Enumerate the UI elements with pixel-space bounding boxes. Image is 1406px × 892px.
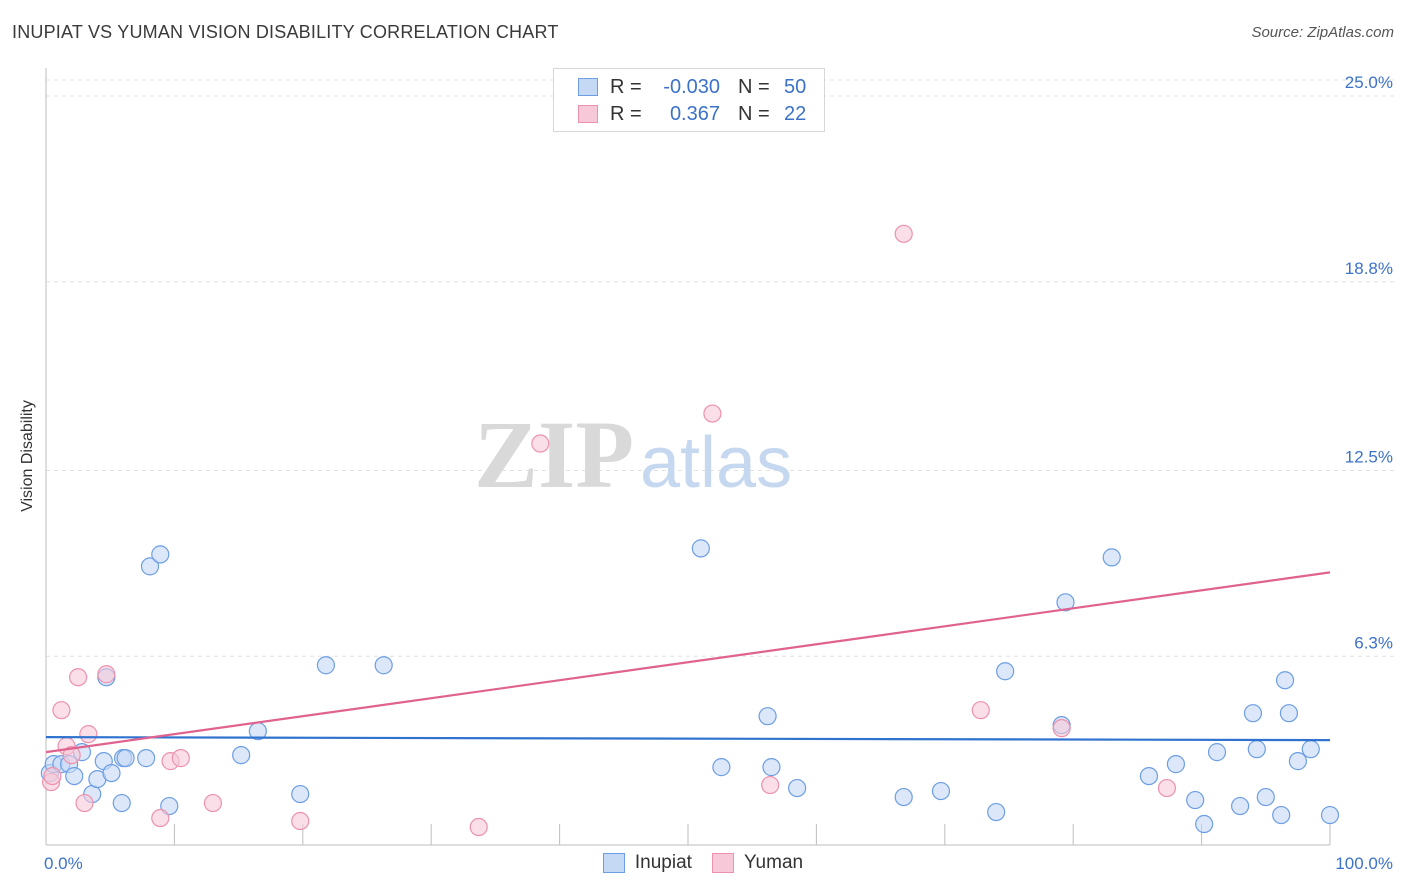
legend-row-yuman: R = 0.367 N = 22 xyxy=(578,102,806,126)
legend-r-label: R = xyxy=(610,75,642,98)
y-tick-label: 25.0% xyxy=(1345,73,1393,92)
point-yuman xyxy=(171,749,190,768)
x-tick-label-min: 0.0% xyxy=(44,854,83,873)
point-inupiat xyxy=(1231,796,1250,816)
point-yuman xyxy=(52,701,71,720)
correlation-legend: R = -0.030 N = 50 R = 0.367 N = 22 xyxy=(553,68,825,132)
point-yuman xyxy=(68,668,88,687)
trend-line-inupiat xyxy=(45,736,1331,742)
point-inupiat xyxy=(232,746,251,765)
point-inupiat xyxy=(1166,755,1186,774)
point-yuman xyxy=(761,775,780,795)
point-yuman xyxy=(75,793,94,813)
point-yuman xyxy=(894,224,913,243)
point-yuman xyxy=(97,665,116,684)
point-inupiat xyxy=(762,758,781,777)
y-tick-label: 6.3% xyxy=(1354,633,1393,652)
point-yuman xyxy=(151,808,170,828)
legend-n-value: 50 xyxy=(784,75,807,98)
point-inupiat xyxy=(1275,671,1295,690)
legend-label-inupiat: Inupiat xyxy=(634,852,692,873)
point-inupiat xyxy=(291,784,310,804)
legend-n-label: N = xyxy=(738,75,770,98)
tick-labels: 6.3% 12.5% 18.8% 25.0% 0.0% 100.0% xyxy=(44,73,1393,873)
legend-r-value: 0.367 xyxy=(669,102,720,125)
point-inupiat xyxy=(1256,787,1275,807)
axes xyxy=(45,68,1331,846)
point-inupiat xyxy=(140,557,160,576)
point-inupiat xyxy=(996,662,1015,681)
point-inupiat xyxy=(931,781,951,801)
point-inupiat xyxy=(691,539,710,558)
y-tick-label: 18.8% xyxy=(1345,259,1393,278)
point-inupiat xyxy=(1195,814,1214,834)
legend-swatch-inupiat xyxy=(578,78,598,96)
point-inupiat xyxy=(758,707,777,726)
watermark-atlas: atlas xyxy=(640,423,792,503)
point-inupiat xyxy=(116,749,135,768)
point-inupiat xyxy=(137,749,156,768)
point-yuman xyxy=(531,434,550,453)
point-yuman xyxy=(703,404,722,423)
point-inupiat xyxy=(987,802,1006,822)
legend-row-inupiat: R = -0.030 N = 50 xyxy=(578,75,806,99)
point-yuman xyxy=(291,811,310,831)
point-inupiat xyxy=(894,787,913,807)
point-yuman xyxy=(1157,778,1177,798)
legend-r-value: -0.030 xyxy=(663,75,720,98)
point-inupiat xyxy=(1272,805,1291,825)
point-yuman xyxy=(62,746,81,765)
legend-n-label: N = xyxy=(738,102,770,125)
point-inupiat xyxy=(374,656,393,675)
watermark-zip: ZIP xyxy=(474,401,634,508)
legend-n-value: 22 xyxy=(784,102,807,125)
point-yuman xyxy=(43,766,62,786)
chart-title: INUPIAT VS YUMAN VISION DISABILITY CORRE… xyxy=(12,22,559,42)
point-inupiat xyxy=(788,778,807,798)
point-yuman xyxy=(971,701,990,720)
series-legend: Inupiat Yuman xyxy=(0,852,1406,874)
trend-lines xyxy=(45,571,1331,754)
legend-label-yuman: Yuman xyxy=(743,852,804,873)
y-tick-label: 12.5% xyxy=(1345,448,1393,467)
point-inupiat xyxy=(1320,805,1340,825)
legend-swatch-yuman xyxy=(578,105,598,123)
point-inupiat xyxy=(1243,704,1263,723)
x-tick-label-max: 100.0% xyxy=(1335,854,1393,873)
point-inupiat xyxy=(1139,766,1159,786)
point-inupiat xyxy=(1207,743,1227,762)
point-inupiat xyxy=(151,545,170,564)
point-inupiat xyxy=(1301,740,1320,759)
trend-line-yuman xyxy=(45,571,1331,754)
point-inupiat xyxy=(112,793,131,813)
legend-swatch-inupiat xyxy=(602,853,625,873)
data-points xyxy=(40,224,1340,837)
point-yuman xyxy=(203,793,223,813)
point-yuman xyxy=(469,817,488,837)
point-inupiat xyxy=(65,766,84,786)
point-yuman xyxy=(1052,719,1071,738)
legend-item-yuman: Yuman xyxy=(711,852,804,874)
legend-swatch-yuman xyxy=(711,853,734,873)
point-inupiat xyxy=(712,758,731,777)
point-inupiat xyxy=(1279,704,1299,723)
point-inupiat xyxy=(1102,548,1121,567)
legend-r-label: R = xyxy=(610,102,642,125)
point-inupiat xyxy=(316,656,336,675)
point-yuman xyxy=(79,725,98,744)
point-inupiat xyxy=(1288,752,1308,771)
chart-source: Source: ZipAtlas.com xyxy=(1251,24,1394,41)
legend-item-inupiat: Inupiat xyxy=(602,852,692,874)
point-inupiat xyxy=(1056,593,1075,612)
grid-lines xyxy=(46,79,1394,657)
point-inupiat xyxy=(102,763,121,783)
point-inupiat xyxy=(1186,790,1205,810)
point-inupiat xyxy=(1247,740,1266,759)
